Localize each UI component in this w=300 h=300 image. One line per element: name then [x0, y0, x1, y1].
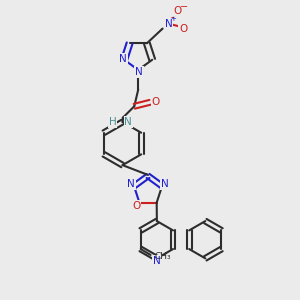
Text: H: H [109, 117, 117, 127]
Text: N: N [124, 117, 132, 127]
Text: N: N [165, 19, 172, 29]
Text: O: O [173, 6, 182, 16]
Text: CH₃: CH₃ [154, 252, 171, 261]
Text: O: O [132, 200, 141, 211]
Text: −: − [180, 2, 188, 12]
Text: O: O [152, 97, 160, 107]
Text: +: + [170, 16, 176, 22]
Text: N: N [127, 179, 135, 189]
Text: N: N [153, 256, 161, 266]
Text: O: O [179, 24, 187, 34]
Text: N: N [119, 54, 127, 64]
Text: N: N [161, 179, 169, 189]
Text: N: N [135, 67, 143, 77]
